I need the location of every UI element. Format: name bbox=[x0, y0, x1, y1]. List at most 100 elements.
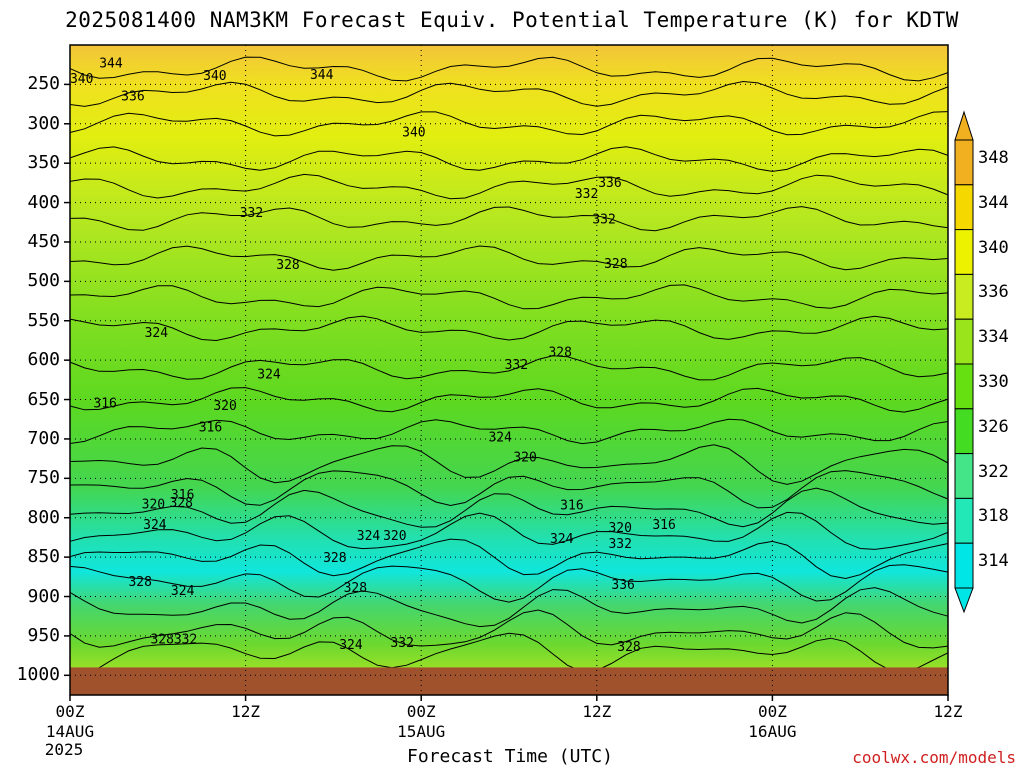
colorbar-segment bbox=[954, 139, 974, 186]
colorbar-level-label: 330 bbox=[978, 372, 1009, 392]
theta-field bbox=[70, 45, 948, 695]
contour-label: 324 bbox=[339, 638, 363, 653]
y-tick-label: 800 bbox=[27, 506, 60, 528]
contour-label: 324 bbox=[357, 529, 381, 544]
contour-label: 320 bbox=[608, 521, 631, 536]
contour-line bbox=[69, 355, 949, 381]
watermark-link[interactable]: coolwx.com/models bbox=[852, 748, 1016, 767]
contour-label: 328 bbox=[617, 640, 640, 655]
y-tick-label: 300 bbox=[27, 112, 60, 134]
ground-shading bbox=[70, 667, 948, 695]
contour-label: 320 bbox=[383, 529, 406, 544]
contour-line bbox=[69, 315, 949, 342]
contour-label: 316 bbox=[652, 518, 675, 533]
colorbar-segment bbox=[954, 229, 974, 275]
x-tick-date-label: 14AUG bbox=[45, 722, 95, 741]
y-tick-label: 700 bbox=[27, 427, 60, 449]
colorbar-level-label: 326 bbox=[978, 416, 1009, 437]
colorbar-level-label: 318 bbox=[978, 506, 1009, 527]
contour-line bbox=[69, 206, 949, 232]
colorbar-min-arrow bbox=[954, 587, 974, 614]
contour-line bbox=[69, 487, 949, 528]
y-tick-label: 600 bbox=[27, 349, 60, 371]
contour-label: 316 bbox=[93, 397, 116, 412]
x-tick-label: 12Z bbox=[933, 702, 963, 721]
x-tick-label: 12Z bbox=[231, 702, 261, 721]
colorbar-segment bbox=[954, 363, 974, 410]
y-tick-label: 850 bbox=[27, 546, 60, 568]
contour-label: 324 bbox=[145, 326, 169, 341]
contour-label: 324 bbox=[257, 368, 281, 383]
contour-line bbox=[69, 418, 949, 445]
contour-label: 328 bbox=[169, 496, 192, 511]
contour-label: 324 bbox=[550, 532, 574, 547]
x-axis-label: Forecast Time (UTC) bbox=[407, 746, 613, 767]
colorbar-level-label: 340 bbox=[978, 237, 1009, 258]
contour-line bbox=[69, 146, 949, 172]
y-tick-label: 450 bbox=[27, 230, 60, 252]
colorbar-level-label: 314 bbox=[978, 551, 1009, 572]
y-tick-label: 900 bbox=[27, 585, 60, 607]
y-tick-label: 350 bbox=[27, 152, 60, 174]
contour-label: 328 bbox=[344, 581, 367, 596]
colorbar-level-label: 348 bbox=[978, 148, 1009, 168]
contour-label: 324 bbox=[488, 431, 512, 446]
contour-line bbox=[69, 587, 949, 628]
y-tick-label: 1000 bbox=[16, 664, 60, 686]
colorbar-segment bbox=[954, 542, 974, 589]
contour-label: 320 bbox=[142, 498, 165, 513]
colorbar-level-label: 334 bbox=[978, 327, 1009, 348]
x-tick-label: 00Z bbox=[55, 702, 85, 721]
contour-label: 340 bbox=[70, 72, 93, 87]
contour-label: 332 bbox=[505, 358, 528, 373]
contour-label: 320 bbox=[213, 399, 236, 414]
x-tick-label: 00Z bbox=[757, 702, 787, 721]
contour-line bbox=[69, 173, 949, 200]
colorbar-level-label: 344 bbox=[978, 192, 1009, 213]
contour-label: 320 bbox=[513, 450, 536, 465]
y-tick-label: 750 bbox=[27, 467, 60, 489]
x-tick-date-label: 16AUG bbox=[748, 722, 797, 741]
contour-line bbox=[69, 564, 949, 603]
contour-line bbox=[69, 538, 949, 580]
y-tick-label: 250 bbox=[27, 73, 60, 95]
contour-line bbox=[69, 80, 949, 107]
y-tick-label: 550 bbox=[27, 309, 60, 331]
contour-label: 328 bbox=[128, 575, 151, 590]
colorbar-level-label: 322 bbox=[978, 461, 1009, 482]
colorbar-segment bbox=[954, 273, 974, 320]
colorbar-segment bbox=[954, 408, 974, 455]
contour-label: 332 bbox=[592, 212, 615, 227]
contour-line bbox=[69, 284, 949, 310]
contour-label: 328 bbox=[548, 345, 571, 360]
colorbar-segment bbox=[954, 453, 974, 499]
colorbar-segment bbox=[954, 497, 974, 544]
contour-label: 328 bbox=[276, 258, 299, 273]
contour-label: 328 bbox=[323, 551, 346, 566]
contour-label: 336 bbox=[121, 89, 144, 104]
contour-label: 332 bbox=[608, 537, 631, 552]
contour-line bbox=[69, 56, 949, 82]
y-tick-label: 950 bbox=[27, 624, 60, 646]
x-tick-date-label: 15AUG bbox=[397, 722, 446, 741]
contour-line bbox=[69, 511, 949, 550]
contour-label: 340 bbox=[203, 69, 226, 84]
contour-line bbox=[69, 470, 949, 509]
contour-line bbox=[69, 444, 949, 485]
colorbar-segment bbox=[954, 184, 974, 231]
plot-frame bbox=[69, 44, 949, 696]
contour-label: 344 bbox=[99, 56, 123, 71]
contour-line bbox=[69, 111, 949, 137]
y-tick-label: 400 bbox=[27, 191, 60, 213]
x-tick-label: 12Z bbox=[582, 702, 612, 721]
contour-label: 344 bbox=[310, 68, 334, 83]
contour-label: 328 bbox=[150, 632, 173, 647]
chart-title: 2025081400 NAM3KM Forecast Equiv. Potent… bbox=[65, 8, 959, 32]
colorbar-level-label: 336 bbox=[978, 282, 1009, 303]
contour-label: 332 bbox=[575, 187, 598, 202]
contour-label: 336 bbox=[611, 578, 634, 593]
contour-label: 336 bbox=[598, 176, 621, 191]
contour-label: 332 bbox=[240, 206, 263, 221]
x-tick-date-label: 2025 bbox=[44, 740, 84, 759]
